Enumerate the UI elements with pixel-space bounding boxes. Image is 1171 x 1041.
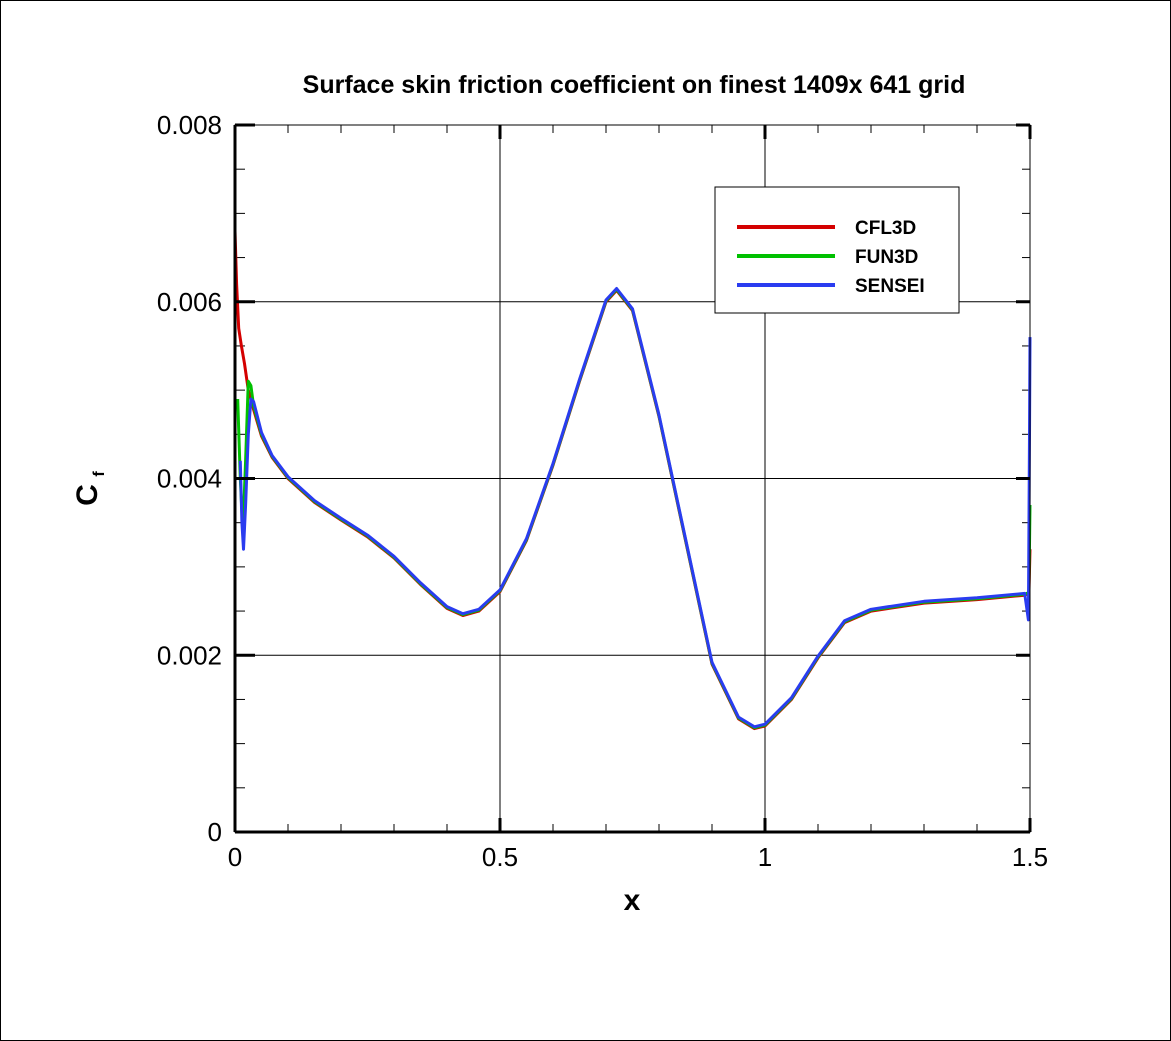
y-axis-label: C f bbox=[71, 471, 108, 506]
series-line-fun3d bbox=[236, 287, 1032, 730]
x-axis-label: x bbox=[624, 884, 641, 917]
x-tick-labels: 0 0.5 1 1.5 bbox=[228, 842, 1048, 872]
series-layer bbox=[233, 231, 1032, 731]
y-tick-label: 0.004 bbox=[157, 464, 222, 494]
y-tick-labels: 0 0.002 0.004 0.006 0.008 bbox=[157, 110, 222, 847]
legend-label-cfl3d: CFL3D bbox=[855, 218, 916, 239]
y-tick-label: 0.008 bbox=[157, 110, 222, 140]
series-line-sensei bbox=[238, 287, 1032, 729]
x-tick-label: 0 bbox=[228, 842, 242, 872]
legend-label-sensei: SENSEI bbox=[855, 276, 925, 297]
y-tick-label: 0.006 bbox=[157, 287, 222, 317]
y-axis-label-subscript: f bbox=[91, 471, 108, 477]
x-tick-label: 1.5 bbox=[1012, 842, 1048, 872]
x-tick-label: 1 bbox=[758, 842, 772, 872]
y-axis-label-main: C bbox=[71, 484, 104, 506]
y-tick-label: 0.002 bbox=[157, 640, 222, 670]
legend-box bbox=[714, 186, 960, 314]
chart-title: Surface skin friction coefficient on fin… bbox=[303, 71, 966, 99]
y-tick-label: 0 bbox=[208, 817, 222, 847]
legend: CFL3D FUN3D SENSEI bbox=[714, 186, 960, 314]
legend-label-fun3d: FUN3D bbox=[855, 247, 918, 268]
x-tick-label: 0.5 bbox=[482, 842, 518, 872]
plot-border bbox=[233, 123, 1032, 834]
